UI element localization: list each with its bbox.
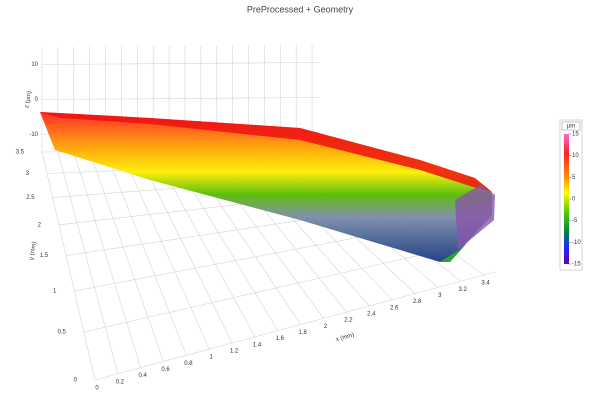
x-tick-label: 2.2 xyxy=(344,318,353,324)
colorbar-tick-label: 10 xyxy=(572,153,579,159)
surface xyxy=(40,112,495,262)
x-tick-label: 2.8 xyxy=(413,299,422,305)
x-tick-label: 0.6 xyxy=(161,367,170,373)
colorbar xyxy=(564,134,569,264)
x-tick-label: 1.6 xyxy=(276,336,285,342)
x-tick-label: 2.4 xyxy=(367,312,376,318)
y-tick-label: 1 xyxy=(53,289,57,295)
colorbar-tick-label: -5 xyxy=(572,218,578,224)
z-axis-label: z (µm) xyxy=(24,91,33,109)
grid-line xyxy=(41,151,96,381)
x-tick-label: 1.2 xyxy=(230,349,239,355)
z-tick-label: 10 xyxy=(31,62,38,68)
x-tick-label: 0.8 xyxy=(184,361,193,367)
grid-line xyxy=(89,151,164,362)
x-tick-label: 3.4 xyxy=(481,281,490,287)
colorbar-tick-label: 15 xyxy=(572,132,579,138)
chart-title: PreProcessed + Geometry xyxy=(247,4,354,14)
colorbar-header xyxy=(561,121,581,131)
z-tick-label: 0 xyxy=(35,97,39,103)
colorbar-tick-label: -15 xyxy=(572,262,581,268)
colorbar-tick-label: 5 xyxy=(572,175,576,181)
x-tick-label: 2.6 xyxy=(390,305,399,311)
x-tick-label: 3.2 xyxy=(459,287,468,293)
grid-line xyxy=(121,151,210,350)
grid-line xyxy=(57,151,119,374)
y-tick-label: 3 xyxy=(26,171,30,177)
grid-line xyxy=(73,151,142,368)
x-tick-label: 2 xyxy=(324,324,328,330)
colorbar-tick-label: 0 xyxy=(572,197,576,203)
y-tick-label: 0 xyxy=(74,378,78,384)
colorbar-frame xyxy=(559,119,583,271)
x-tick-label: 3 xyxy=(438,293,442,299)
y-tick-label: 3.5 xyxy=(16,150,25,156)
grid-line xyxy=(105,151,187,356)
grid-line xyxy=(83,246,459,333)
x-tick-label: 0 xyxy=(95,386,99,392)
grid-line xyxy=(41,97,321,100)
colorbar-tick-label: -10 xyxy=(572,240,581,246)
x-tick-label: 1 xyxy=(210,355,214,361)
x-tick-label: 1.8 xyxy=(299,330,308,336)
y-tick-label: 0.5 xyxy=(57,330,66,336)
x-tick-label: 1.4 xyxy=(253,342,262,348)
x-tick-label: 0.2 xyxy=(116,379,125,385)
x-axis-label: x (mm) xyxy=(335,332,355,343)
y-tick-label: 2.5 xyxy=(26,195,35,201)
grid-line xyxy=(137,151,233,344)
y-tick-label: 1.5 xyxy=(40,253,49,259)
grid-line xyxy=(41,62,321,65)
y-axis-label: y (mm) xyxy=(29,241,38,260)
z-tick-label: -10 xyxy=(29,132,38,138)
x-tick-label: 0.4 xyxy=(139,373,148,379)
grid-line xyxy=(94,271,496,381)
colorbar-label: µm xyxy=(567,124,575,130)
y-tick-label: 2 xyxy=(38,222,42,228)
